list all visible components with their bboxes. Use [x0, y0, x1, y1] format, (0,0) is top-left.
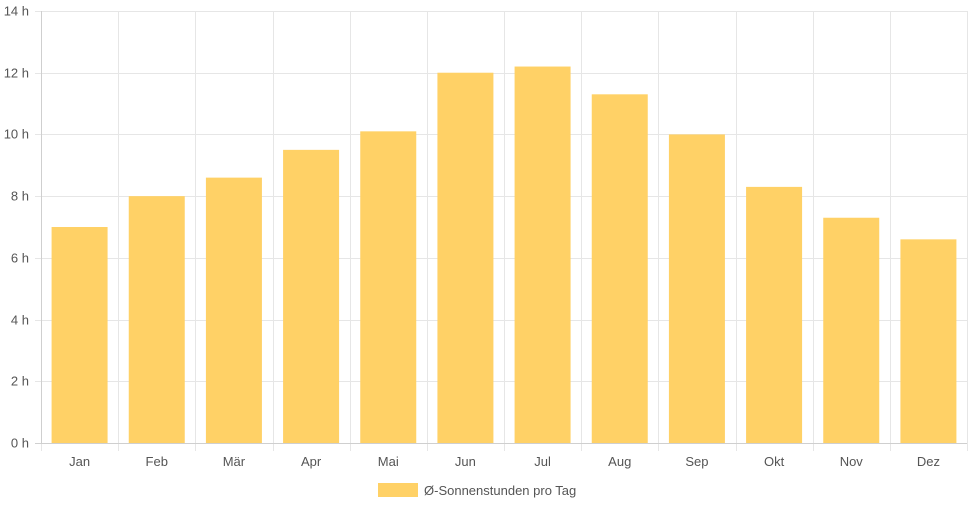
y-tick-label: 0 h: [11, 436, 29, 451]
x-tick-label: Sep: [685, 454, 708, 469]
x-tick-label: Jul: [534, 454, 551, 469]
bar-mai[interactable]: [360, 131, 417, 444]
x-tick-label: Nov: [840, 454, 864, 469]
y-axis-ticks: 0 h 2 h 4 h 6 h 8 h 10 h 12 h 14 h: [4, 4, 29, 451]
bar-apr[interactable]: [283, 149, 340, 443]
x-tick-label: Aug: [608, 454, 631, 469]
y-tick-label: 10 h: [4, 127, 29, 142]
bar-jul[interactable]: [514, 66, 571, 444]
x-tick-label: Jan: [69, 454, 90, 469]
bar-nov[interactable]: [823, 217, 880, 443]
x-tick-label: Jun: [455, 454, 476, 469]
axes: [41, 11, 967, 444]
y-tick-label: 12 h: [4, 66, 29, 81]
legend[interactable]: Ø-Sonnenstunden pro Tag: [378, 483, 576, 498]
y-tick-label: 2 h: [11, 374, 29, 389]
bar-sep[interactable]: [668, 134, 725, 443]
x-tick-label: Apr: [301, 454, 322, 469]
legend-label[interactable]: Ø-Sonnenstunden pro Tag: [424, 483, 576, 498]
y-tick-label: 8 h: [11, 189, 29, 204]
bar-aug[interactable]: [591, 94, 648, 444]
bar-dez[interactable]: [900, 239, 957, 443]
x-tick-label: Feb: [146, 454, 168, 469]
bars: [51, 66, 957, 444]
grid-lines: [35, 11, 968, 451]
x-tick-label: Mai: [378, 454, 399, 469]
x-tick-label: Okt: [764, 454, 785, 469]
x-tick-label: Dez: [917, 454, 940, 469]
y-tick-label: 6 h: [11, 251, 29, 266]
legend-swatch[interactable]: [378, 483, 418, 497]
x-axis-ticks: Jan Feb Mär Apr Mai Jun Jul Aug Sep Okt Nov Dez: [69, 454, 940, 469]
bar-feb[interactable]: [128, 196, 185, 443]
y-tick-label: 4 h: [11, 313, 29, 328]
y-tick-label: 14 h: [4, 4, 29, 19]
bar-mär[interactable]: [205, 177, 262, 443]
x-tick-label: Mär: [223, 454, 246, 469]
bar-okt[interactable]: [746, 186, 803, 443]
bar-jun[interactable]: [437, 72, 494, 443]
bar-jan[interactable]: [51, 227, 108, 443]
